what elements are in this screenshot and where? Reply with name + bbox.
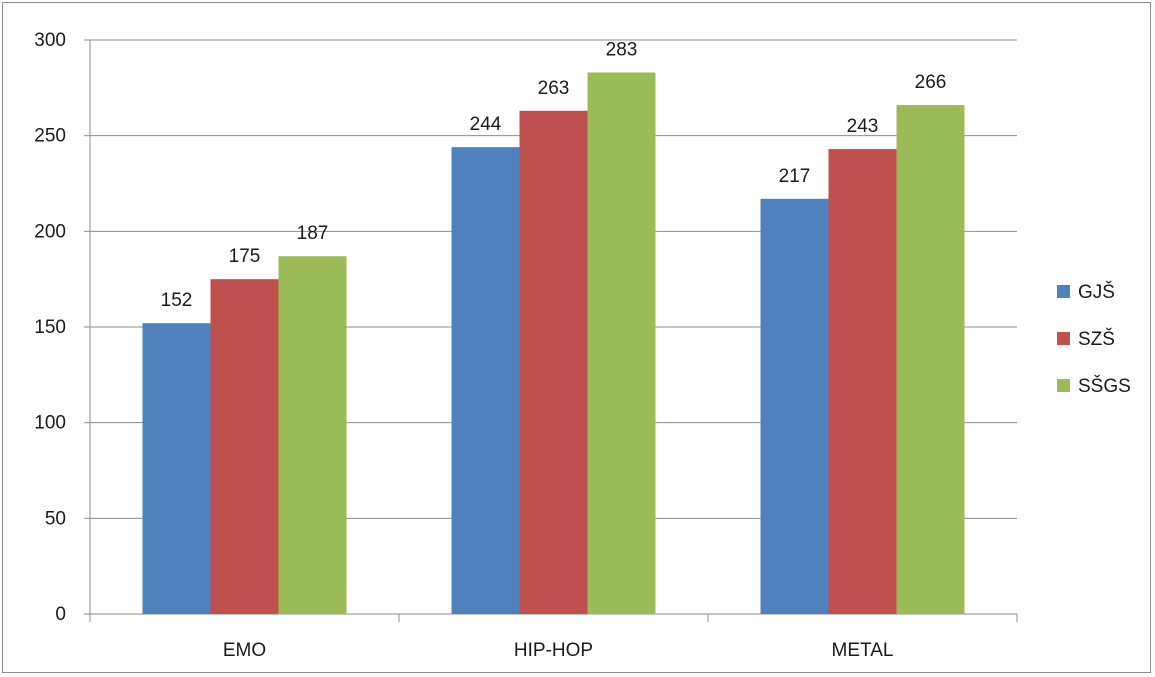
bar [896, 105, 965, 614]
legend-label: GJŠ [1078, 281, 1115, 303]
x-tick-label: METAL [832, 640, 894, 661]
data-label: 266 [915, 72, 947, 93]
data-label: 243 [847, 116, 879, 137]
y-tick-label: 150 [34, 317, 66, 338]
data-label: 175 [229, 246, 261, 267]
bar [142, 323, 211, 614]
bar [278, 256, 347, 614]
data-label: 217 [779, 166, 811, 187]
bar [210, 279, 279, 614]
legend-label: SŠGS [1078, 375, 1131, 397]
legend-swatch [1057, 332, 1070, 345]
data-label: 187 [297, 223, 329, 244]
bar [587, 72, 656, 614]
bar [760, 198, 829, 614]
y-tick-label: 100 [34, 413, 66, 434]
x-tick-label: HIP-HOP [514, 640, 593, 661]
data-label: 152 [161, 290, 193, 311]
legend-swatch [1057, 285, 1070, 298]
data-label: 263 [538, 78, 570, 99]
bar [828, 149, 897, 614]
y-tick-label: 200 [34, 221, 66, 242]
y-tick-label: 250 [34, 126, 66, 147]
legend-swatch [1057, 379, 1070, 392]
bar [451, 147, 520, 614]
y-tick-label: 0 [55, 604, 66, 625]
y-tick-label: 50 [45, 508, 66, 529]
data-label: 244 [470, 114, 502, 135]
data-label: 283 [606, 40, 638, 61]
legend-label: SZŠ [1078, 328, 1115, 350]
y-tick-label: 300 [34, 30, 66, 51]
x-tick-label: EMO [223, 640, 266, 661]
bar [519, 110, 588, 614]
